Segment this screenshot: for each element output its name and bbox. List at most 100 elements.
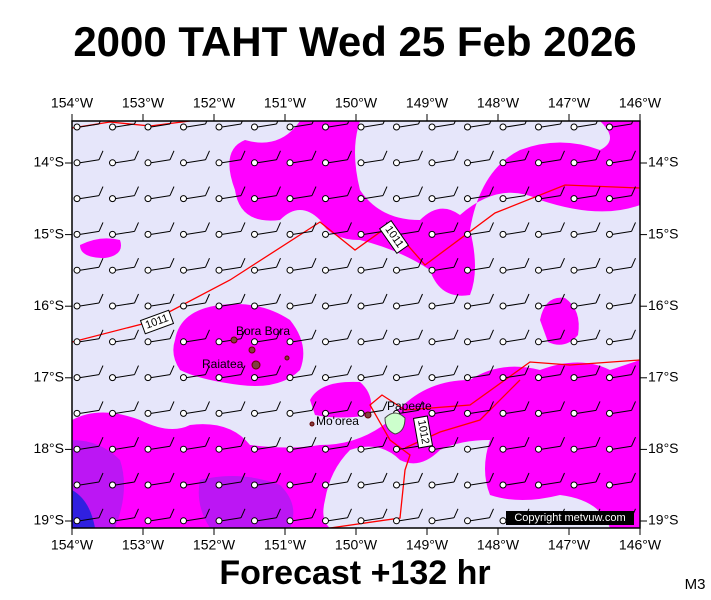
lon-label: 149°W [406, 95, 449, 111]
barb [560, 257, 565, 268]
barb [595, 257, 601, 268]
station [464, 338, 471, 346]
barb [276, 472, 281, 483]
barb-staff [79, 195, 100, 200]
barb-staff [470, 266, 490, 271]
barb-staff [505, 123, 526, 128]
station [286, 445, 294, 453]
station [322, 195, 329, 203]
barb [524, 365, 530, 375]
isobar-label: 1011 [139, 309, 175, 335]
barb-staff [434, 517, 455, 522]
lat-label: 16°S [33, 297, 64, 313]
barb [418, 150, 423, 161]
barb-staff [150, 266, 171, 271]
station [357, 123, 365, 131]
barb [205, 472, 210, 483]
station [144, 445, 152, 453]
station [393, 159, 400, 167]
map-area [72, 121, 640, 528]
station [251, 230, 258, 238]
isobar-label-box [412, 415, 434, 449]
lat-label: 16°S [648, 297, 679, 313]
barb [489, 401, 494, 411]
barb [631, 150, 636, 161]
barb-staff [328, 302, 348, 307]
station [570, 195, 578, 203]
barb [169, 257, 175, 268]
station [322, 374, 329, 382]
barb-staff [292, 517, 313, 522]
lon-label: 146°W [619, 537, 662, 553]
barb-staff [257, 481, 277, 486]
barb [560, 293, 565, 304]
barb-staff [399, 481, 419, 486]
barb [595, 150, 601, 161]
station [144, 481, 152, 489]
station [180, 266, 187, 274]
barb-staff [328, 445, 348, 450]
tahiti [384, 412, 406, 435]
barb-staff [328, 409, 348, 414]
barb [276, 401, 281, 411]
barb [631, 293, 636, 304]
barb [524, 257, 530, 268]
barb-staff [186, 445, 206, 450]
barb-staff [186, 302, 206, 307]
station [570, 481, 578, 489]
station [499, 445, 507, 453]
station [428, 445, 436, 453]
barb-staff [257, 159, 277, 164]
barb-staff [292, 409, 313, 414]
station [215, 230, 223, 238]
barb [418, 329, 423, 340]
station [322, 159, 329, 167]
barb [311, 222, 317, 232]
barb-staff [434, 481, 455, 486]
station [428, 266, 436, 274]
station [73, 338, 81, 346]
station [109, 445, 116, 453]
station [606, 159, 613, 167]
station [499, 338, 507, 346]
barb-staff [541, 481, 561, 486]
barb-staff [115, 338, 135, 343]
barb [240, 401, 246, 411]
station [393, 481, 400, 489]
barb [347, 257, 352, 268]
station [73, 481, 81, 489]
station [570, 266, 578, 274]
station [357, 481, 365, 489]
wind-barbs [73, 121, 636, 525]
barb-staff [399, 123, 419, 128]
barb-staff [292, 374, 313, 379]
station [144, 409, 152, 417]
station [535, 159, 542, 167]
station [215, 195, 223, 203]
lon-label: 150°W [335, 537, 378, 553]
barb-staff [221, 230, 242, 235]
barb-staff [434, 230, 455, 235]
station [322, 338, 329, 346]
barb-staff [221, 445, 242, 450]
barb-staff [150, 159, 171, 164]
barb-staff [150, 481, 171, 486]
station [215, 266, 223, 274]
barb-staff [257, 409, 277, 414]
barb [276, 293, 281, 304]
barb [205, 365, 210, 375]
barb-staff [576, 338, 597, 343]
barb-staff [150, 409, 171, 414]
station [428, 481, 436, 489]
station [606, 374, 613, 382]
station [251, 123, 258, 131]
lat-label: 14°S [33, 154, 64, 170]
barb [631, 472, 636, 483]
barb-staff [470, 409, 490, 414]
station [570, 338, 578, 346]
barb-staff [221, 195, 242, 200]
barb [276, 186, 281, 196]
station [606, 195, 613, 203]
barb [453, 121, 456, 125]
barb-staff [612, 302, 632, 307]
